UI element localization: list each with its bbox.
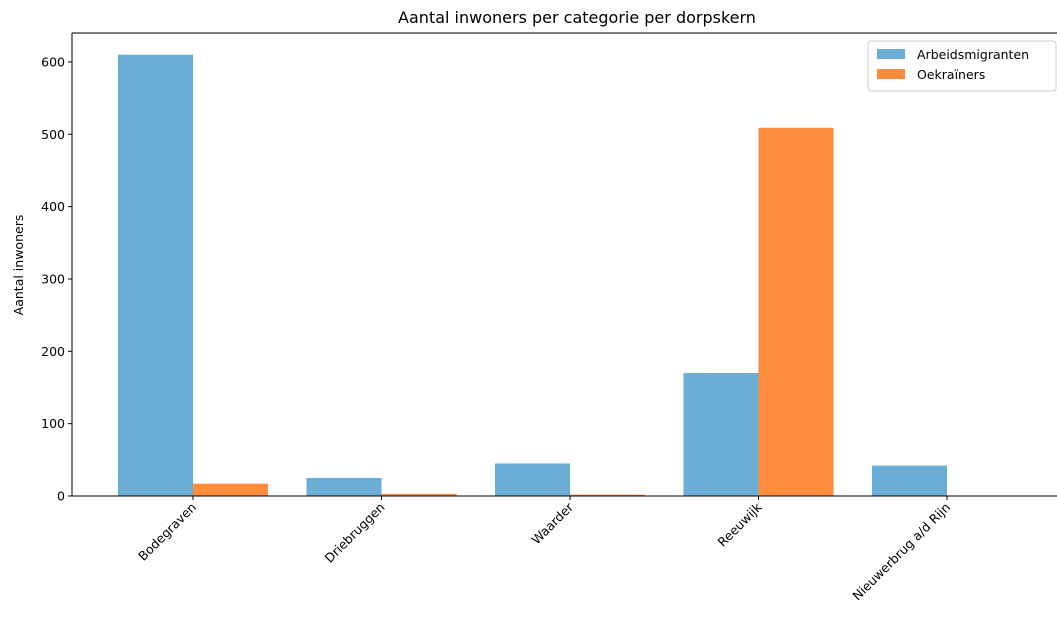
x-tick-label-5: Nieuwerbrug a/d Rijn: [849, 500, 953, 604]
legend-box: [867, 40, 1057, 92]
y-tick-label-300: 300: [41, 271, 65, 286]
legend-label-1: Arbeidsmigranten: [917, 47, 1029, 62]
legend-swatch-2: [877, 69, 905, 79]
x-ticks-group: Bodegraven Driebruggen Waarder Reeuwijk Nieu…: [135, 496, 953, 603]
x-tick-label-2: Driebruggen: [322, 500, 388, 566]
y-ticks-group: 0 100 200 300 400 500 600: [41, 54, 72, 504]
bar-arbeidsmigranten-1: [118, 54, 193, 496]
bar-oekrainers-4: [758, 127, 834, 496]
x-tick-label-1: Bodegraven: [135, 500, 199, 564]
y-tick-label-400: 400: [41, 199, 65, 214]
legend: Arbeidsmigranten Oekraïners: [867, 40, 1057, 92]
y-tick-label-600: 600: [41, 54, 65, 69]
axes-group: [71, 32, 1057, 497]
bars-group: [118, 54, 947, 496]
bar-arbeidsmigranten-4: [683, 373, 759, 496]
bar-oekrainers-1: [193, 483, 268, 496]
bar-arbeidsmigranten-3: [495, 463, 570, 496]
y-tick-label-0: 0: [57, 489, 65, 504]
y-tick-label-100: 100: [41, 416, 65, 431]
y-tick-label-200: 200: [41, 344, 65, 359]
y-axis-label: Aantal inwoners: [11, 215, 26, 316]
x-tick-label-4: Reeuwijk: [715, 499, 766, 550]
bar-arbeidsmigranten-2: [306, 477, 382, 496]
legend-label-2: Oekraïners: [917, 67, 985, 82]
bar-oekrainers-2: [381, 493, 457, 496]
bar-arbeidsmigranten-5: [872, 465, 947, 496]
legend-swatch-1: [877, 49, 905, 59]
chart-title: Aantal inwoners per categorie per dorpsk…: [398, 8, 756, 27]
y-tick-label-500: 500: [41, 127, 65, 142]
x-tick-label-3: Waarder: [528, 499, 576, 547]
bar-oekrainers-3: [570, 494, 645, 496]
